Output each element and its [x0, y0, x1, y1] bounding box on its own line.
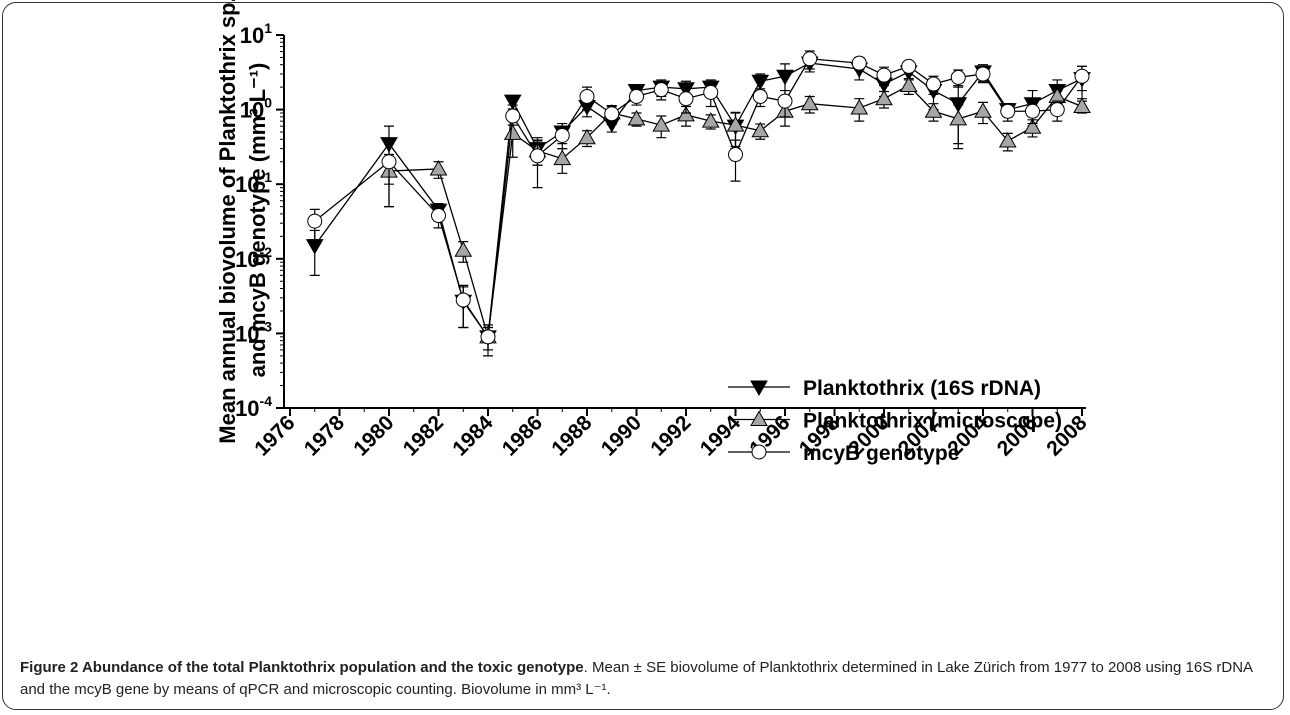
x-tick-label: 1994 — [696, 411, 746, 461]
y-tick-label: 10-1 — [235, 169, 272, 197]
legend-label: mcyB genotype — [803, 442, 959, 465]
marker — [949, 109, 968, 126]
marker — [307, 213, 323, 229]
marker — [1025, 103, 1040, 119]
caption-text: . Mean ± SE biovolume of Planktothrix de… — [20, 659, 1253, 698]
y-axis-label: Mean annual biovolume of Planktothrix sp… — [215, 0, 240, 444]
marker — [901, 58, 917, 74]
series-line — [314, 62, 1083, 339]
series-line — [314, 58, 1083, 339]
y-tick-label: 100 — [240, 95, 272, 123]
error-bar — [384, 143, 394, 208]
x-tick-label: 1980 — [349, 411, 398, 460]
marker — [776, 69, 794, 86]
marker — [530, 148, 545, 164]
marker — [703, 84, 719, 100]
marker — [1048, 87, 1067, 103]
marker — [802, 51, 818, 67]
marker — [455, 292, 471, 308]
marker — [998, 131, 1017, 148]
marker — [653, 82, 669, 98]
marker — [876, 67, 892, 83]
caption-title: Figure 2 Abundance of the total Planktot… — [20, 659, 584, 676]
legend-label: Planktothrix (16S rDNA) — [803, 377, 1041, 400]
marker — [1000, 103, 1016, 119]
marker — [800, 94, 819, 111]
marker — [899, 76, 918, 93]
marker — [381, 154, 397, 170]
marker — [975, 66, 991, 82]
y-tick-label: 10-4 — [235, 393, 272, 421]
marker — [751, 74, 770, 91]
marker — [974, 102, 992, 118]
marker — [851, 55, 867, 71]
x-tick-label: 1992 — [646, 411, 695, 460]
marker — [924, 102, 943, 118]
y-tick-label: 101 — [240, 20, 272, 48]
marker — [850, 99, 869, 115]
marker — [554, 127, 570, 143]
marker — [627, 109, 646, 126]
x-tick-label: 1982 — [399, 411, 448, 460]
marker — [726, 116, 745, 132]
marker — [629, 88, 644, 104]
marker — [579, 88, 595, 104]
error-bar — [532, 139, 543, 189]
chart: Mean annual biovolume of Planktothrix sp… — [215, 0, 1092, 465]
marker — [751, 121, 770, 138]
marker — [1049, 102, 1065, 118]
marker — [701, 112, 720, 128]
marker — [728, 147, 743, 163]
x-tick-label: 1984 — [448, 411, 498, 461]
y-axis-label: and mcyB genotype (mm³ L⁻¹) — [245, 63, 270, 378]
marker — [926, 76, 941, 92]
x-tick-label: 1986 — [498, 411, 547, 460]
y-tick-label: 10-2 — [235, 244, 272, 272]
marker — [305, 239, 324, 255]
marker — [429, 159, 448, 176]
marker — [678, 91, 694, 107]
marker — [503, 124, 522, 140]
marker — [505, 108, 521, 124]
legend-label: Planktothrix (microscope) — [803, 410, 1062, 433]
marker — [454, 241, 473, 257]
marker — [777, 93, 793, 109]
marker — [604, 106, 620, 122]
marker — [503, 94, 522, 111]
marker — [652, 116, 671, 132]
marker — [1074, 68, 1090, 84]
marker — [875, 89, 893, 106]
marker — [553, 149, 572, 166]
marker — [752, 88, 768, 104]
marker — [1023, 118, 1042, 134]
marker — [1073, 97, 1091, 114]
legend-marker — [750, 410, 768, 426]
marker — [950, 69, 966, 85]
marker — [480, 329, 496, 345]
x-tick-label: 1988 — [547, 411, 597, 461]
x-tick-label: 1978 — [300, 411, 350, 461]
marker — [431, 208, 446, 224]
marker — [578, 128, 596, 145]
legend-marker — [751, 444, 767, 460]
marker — [677, 105, 695, 122]
x-tick-label: 1990 — [597, 411, 646, 460]
legend-marker — [750, 380, 768, 397]
y-tick-label: 10-3 — [235, 318, 272, 346]
caption: Figure 2 Abundance of the total Planktot… — [20, 657, 1270, 701]
